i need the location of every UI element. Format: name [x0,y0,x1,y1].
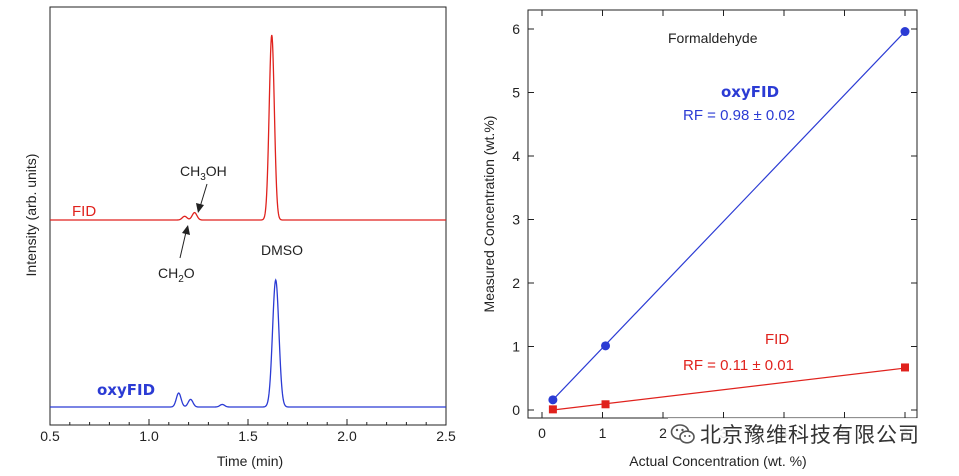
calibration-y-axis-title: Measured Concentration (wt.%) [481,116,497,313]
fid-rf-label: RF = 0.11 ± 0.01 [683,357,794,374]
fid-data-point [901,363,909,372]
x-tick-label: 2 [659,425,667,441]
x-tick-label: 0 [538,425,546,441]
fid-data-point [548,405,557,414]
wechat-icon [670,424,695,444]
y-tick-label: 1 [512,339,520,355]
calibration-x-axis-title: Actual Concentration (wt. %) [629,453,806,469]
calibration-ticks: 01234560123456 [512,10,917,441]
ch3oh-annotation: CH3OH [180,163,227,183]
chromatogram-frame [49,6,447,426]
ch3oh-arrow [196,183,208,213]
chromatogram-y-axis-title: Intensity (arb. units) [23,154,39,277]
y-tick-label: 0 [512,402,520,418]
chromatogram-x-ticks: 0.5 1.0 1.5 2.0 2.5 [40,419,456,444]
fid-trace [50,34,446,221]
x-tick-label: 2.5 [436,428,456,444]
watermark-text: 北京豫维科技有限公司 [700,423,920,447]
chromatogram-x-axis-title: Time (min) [217,453,283,469]
calibration-panel: 01234560123456 Formaldehyde oxyFID RF = … [481,9,918,469]
ch2o-annotation: CH2O [158,265,195,285]
x-tick-label: 1 [599,425,607,441]
oxyfid-data-point [548,395,558,405]
fid-data-point [601,400,610,409]
oxyfid-data-point [601,341,611,351]
x-tick-label: 1.5 [238,428,258,444]
calibration-title: Formaldehyde [668,30,758,46]
fid-fit-line [552,367,906,411]
y-tick-label: 3 [512,212,520,228]
fid-trace-label: FID [72,203,96,220]
y-tick-label: 6 [512,21,520,37]
oxyfid-series-label: oxyFID [721,83,779,101]
watermark: 北京豫维科技有限公司 [668,418,926,450]
ch2o-arrow [179,225,190,259]
oxyfid-trace-label: oxyFID [97,381,155,399]
y-tick-label: 4 [512,148,520,164]
oxyfid-fit-line [552,31,906,401]
oxyfid-rf-label: RF = 0.98 ± 0.02 [683,107,795,124]
fid-series-label: FID [765,331,789,348]
dmso-annotation: DMSO [261,242,303,258]
oxyfid-data-point [900,27,910,37]
x-tick-label: 1.0 [139,428,159,444]
y-tick-label: 2 [512,275,520,291]
x-tick-label: 0.5 [40,428,60,444]
y-tick-label: 5 [512,85,520,101]
chromatogram-panel: 0.5 1.0 1.5 2.0 2.5 FID oxyFID CH3OH CH2O DM… [23,6,456,469]
x-tick-label: 2.0 [337,428,357,444]
oxyfid-trace [50,278,446,408]
calibration-series [548,27,910,414]
